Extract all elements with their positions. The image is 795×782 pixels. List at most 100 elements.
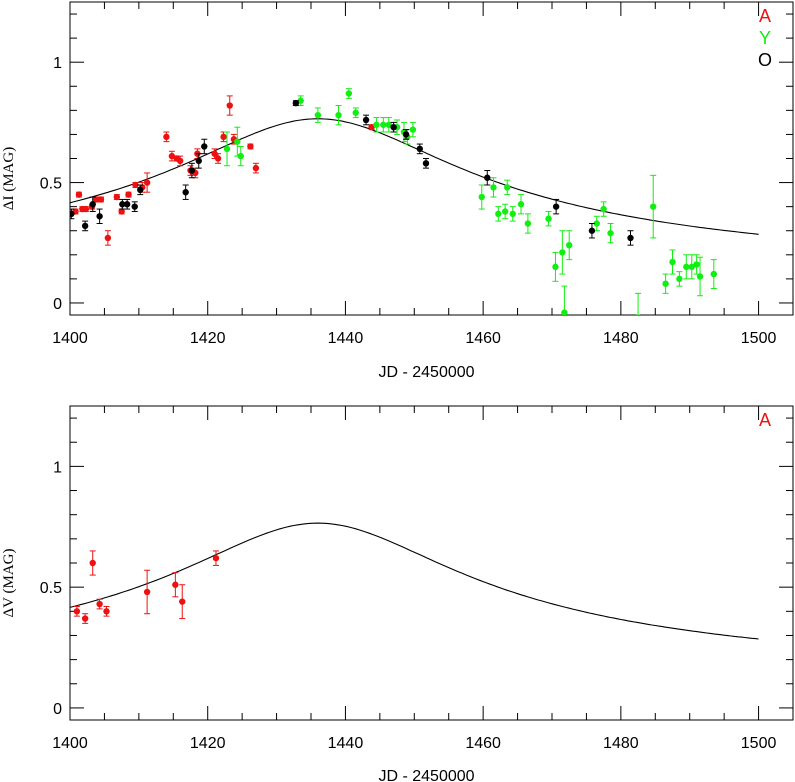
data-point (588, 223, 596, 239)
x-tick-label: 1420 (190, 735, 226, 752)
data-point (131, 201, 138, 212)
data-point (119, 198, 126, 210)
data-point (182, 184, 189, 200)
data-point (490, 177, 497, 198)
data-point (113, 193, 121, 201)
data-point (552, 198, 560, 215)
plot-frame (69, 405, 794, 721)
data-point (252, 162, 260, 174)
model-curve (70, 522, 759, 640)
x-tick-label: 1480 (603, 330, 639, 347)
x-tick-label: 1400 (52, 330, 88, 347)
series-O (70, 99, 634, 246)
data-point (237, 145, 244, 167)
data-point (362, 114, 370, 126)
x-tick-label: 1440 (328, 330, 364, 347)
data-point (123, 198, 131, 210)
data-point (650, 174, 657, 239)
data-point (495, 206, 502, 222)
y-tick-label: 1 (53, 459, 62, 476)
x-tick-label: 1460 (465, 330, 501, 347)
x-tick-label: 1460 (465, 735, 501, 752)
data-point (82, 205, 90, 213)
data-point (81, 220, 89, 232)
data-point (188, 162, 196, 179)
data-point (297, 95, 304, 107)
y-axis-title: ΔV (MAG) (1, 549, 17, 618)
data-point (710, 259, 718, 290)
data-point (385, 117, 393, 133)
data-point (132, 181, 139, 189)
series-A (73, 550, 220, 624)
data-point (662, 273, 669, 294)
x-axis-title: JD - 2450000 (378, 768, 474, 782)
data-point (163, 131, 170, 143)
data-point (137, 184, 144, 196)
data-point (402, 129, 410, 140)
data-point (627, 230, 634, 246)
data-point (478, 184, 485, 210)
x-axis-title: JD - 2450000 (378, 364, 474, 381)
data-point (669, 249, 676, 275)
y-axis-title: ΔI (MAG) (1, 147, 17, 210)
series-A (72, 95, 375, 246)
data-point (635, 292, 642, 315)
x-tick-label: 1400 (52, 735, 88, 752)
data-point (484, 170, 491, 186)
data-point (504, 179, 511, 196)
data-point (201, 138, 208, 155)
data-point (501, 203, 509, 220)
y-tick-label: 0 (53, 296, 62, 313)
data-point (220, 131, 227, 143)
x-tick-label: 1440 (328, 735, 364, 752)
legend-entry-A: A (759, 6, 771, 26)
legend-entry-O: O (758, 50, 772, 70)
legend-entry-Y: Y (759, 28, 771, 48)
data-point (509, 206, 516, 222)
data-point (103, 605, 110, 617)
y-tick-label: 1 (53, 55, 62, 72)
y-tick-label: 0 (53, 701, 62, 718)
data-point (422, 158, 430, 169)
data-point (89, 550, 96, 576)
panel-1: 1400 1420 1440 1460 1480 1500 0 0.5 1 JD - 245000… (1, 1, 794, 381)
y-tick-label: 0.5 (40, 176, 62, 193)
data-point (211, 148, 218, 159)
data-point (81, 613, 89, 624)
data-point (566, 230, 573, 261)
legend-entry-A: A (759, 410, 771, 430)
data-point (688, 254, 695, 280)
data-point (380, 117, 387, 133)
data-point (373, 117, 380, 133)
data-point (97, 196, 105, 203)
data-point (96, 598, 103, 610)
data-point (390, 121, 397, 133)
data-point (559, 230, 566, 275)
data-point (125, 191, 132, 198)
x-tick-label: 1420 (190, 330, 226, 347)
data-points (73, 550, 220, 624)
data-point (409, 121, 417, 138)
data-point (176, 155, 184, 167)
data-point (172, 572, 179, 598)
data-point (545, 210, 552, 227)
data-point (214, 153, 222, 164)
x-tick-label: 1500 (741, 330, 777, 347)
data-point (75, 191, 83, 198)
panel-2: 1400 1420 1440 1460 1480 1500 0 0.5 1 JD - 245000… (1, 405, 794, 782)
data-point (600, 201, 607, 217)
data-point (247, 143, 254, 150)
data-point (223, 131, 231, 167)
data-point (314, 107, 322, 123)
data-point (352, 107, 359, 119)
data-point (212, 550, 220, 566)
data-point (292, 99, 300, 107)
data-point (143, 172, 151, 193)
x-tick-label: 1480 (603, 735, 639, 752)
data-point (195, 153, 202, 169)
data-point (524, 213, 532, 234)
model-curve (70, 118, 759, 235)
data-point (683, 254, 690, 280)
data-point (143, 569, 151, 615)
